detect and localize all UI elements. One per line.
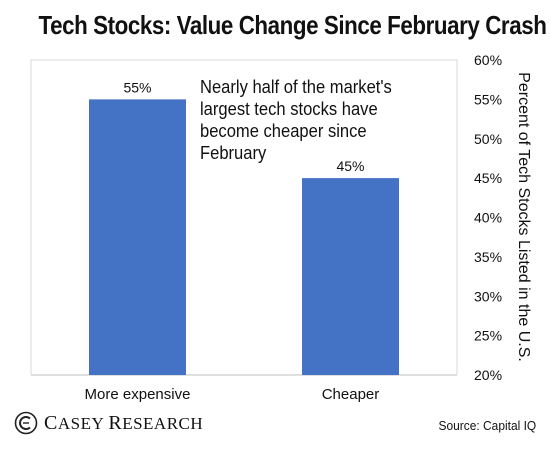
casey-research-logo: CASEY RESEARCH	[14, 411, 203, 435]
x-tick-label: More expensive	[85, 386, 191, 403]
chart-annotation: Nearly half of the market's largest tech…	[200, 77, 392, 163]
y-tick-label: 40%	[474, 210, 502, 226]
y-tick-label: 60%	[474, 52, 502, 68]
y-tick-label: 35%	[474, 249, 502, 265]
y-tick-label: 50%	[474, 131, 502, 147]
chart-title: Tech Stocks: Value Change Since February…	[38, 10, 547, 40]
logo-wordmark: CASEY RESEARCH	[44, 411, 204, 434]
logo-emblem-icon	[14, 411, 38, 435]
y-tick-label: 45%	[474, 170, 502, 186]
bar-data-label: 55%	[123, 79, 151, 95]
bar	[89, 99, 186, 375]
bar-data-label: 45%	[336, 158, 364, 174]
y-axis-label: Percent of Tech Stocks Listed in the U.S…	[515, 72, 532, 362]
plot-area-border	[30, 59, 458, 375]
y-tick-label: 55%	[474, 91, 502, 107]
source-note: Source: Capital IQ	[438, 418, 536, 433]
bar	[302, 178, 399, 375]
y-tick-label: 30%	[474, 288, 502, 304]
y-tick-label: 25%	[474, 328, 502, 344]
y-tick-label: 20%	[474, 367, 502, 383]
x-tick-label: Cheaper	[322, 386, 380, 403]
